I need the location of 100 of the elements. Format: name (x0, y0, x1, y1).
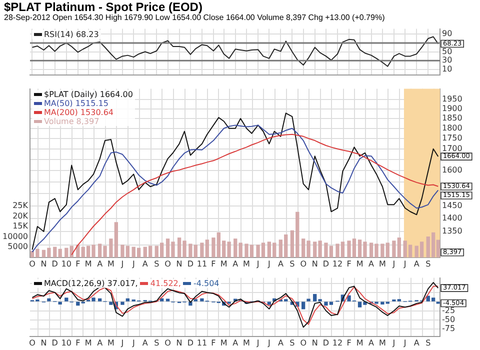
y-tick-label: 1850 (442, 114, 462, 123)
x-tick-label: A (368, 338, 375, 348)
x-tick-label: F (346, 259, 352, 268)
y-tick-label: 1350 (442, 226, 462, 236)
x-tick-label: A (278, 259, 284, 268)
x-tick-label: A (97, 259, 104, 268)
x-tick-label: F (76, 338, 81, 348)
x-tick-label: J (131, 259, 135, 268)
x-tick-label: A (232, 259, 239, 268)
y2-tick-label: 20K (12, 211, 29, 220)
ref-line-label: 30 (442, 56, 452, 65)
y-tick-label: 90 (442, 29, 452, 38)
x-tick-label: F (76, 259, 81, 268)
x-tick-label: D (52, 259, 58, 268)
x-tick-label: J (402, 338, 406, 348)
x-tick-label: 12 (332, 338, 343, 348)
x-tick-label: S (290, 259, 295, 268)
x-tick-label: O (29, 259, 36, 268)
x-tick-label: S (426, 259, 431, 268)
x-tick-label: M (108, 259, 115, 268)
x-tick-label: A (142, 338, 148, 348)
x-tick-label: S (154, 259, 160, 268)
legend-label: $PLAT (Daily) 1664.00 (44, 90, 133, 99)
x-tick-label: J (256, 338, 260, 348)
legend-label: MA(50) 1515.15 (44, 98, 108, 108)
x-tick-label: F (211, 338, 216, 348)
y-tick-label: 1950 (442, 94, 462, 104)
x-tick-label: J (266, 259, 270, 268)
legend-label: MACD(12,26,9) 37.017, (44, 278, 139, 288)
x-tick-label: M (356, 259, 364, 268)
x-tick-label: 11 (196, 338, 208, 348)
x-tick-label: M (356, 338, 364, 348)
x-tick-label: M (220, 338, 228, 348)
legend-label: -4.504 (193, 278, 220, 288)
x-tick-label: S (154, 338, 160, 348)
x-tick-label: J (131, 338, 135, 348)
x-tick-label: M (378, 259, 386, 268)
y-tick-label: 1450 (442, 200, 462, 210)
x-tick-label: S (426, 338, 431, 348)
x-tick-label: S (290, 338, 295, 348)
x-tick-label: A (414, 338, 420, 348)
y-tick-label: 50 (442, 46, 452, 56)
x-tick-label: M (84, 259, 92, 268)
x-tick-label: F (346, 338, 352, 348)
x-tick-label: O (300, 259, 306, 268)
y-tick-label: 1600 (442, 166, 462, 175)
x-tick-label: O (164, 338, 171, 348)
x-tick-label: M (108, 338, 115, 348)
x-tick-label: A (142, 259, 148, 268)
x-tick-label: N (312, 338, 318, 348)
x-tick-label: 10 (61, 338, 72, 348)
x-tick-label: N (176, 338, 182, 348)
y2-tick-label: 10000 (2, 232, 28, 241)
x-tick-label: M (243, 259, 250, 268)
y2-tick-label: 15K (12, 222, 29, 231)
x-tick-label: M (378, 338, 386, 348)
chart-title: $PLAT Platinum - Spot Price (EOD) (4, 0, 202, 14)
y-tick-label: 1750 (442, 134, 462, 143)
y-tick-label: -50 (442, 314, 456, 324)
x-tick-label: J (266, 338, 270, 348)
x-tick-label: F (211, 259, 216, 268)
x-tick-label: N (40, 259, 47, 268)
y-tick-label: 1400 (442, 214, 462, 223)
y-tick-label: -25 (442, 306, 456, 315)
x-tick-label: J (256, 259, 260, 268)
legend-label: RSI(14) 68.23 (44, 30, 99, 39)
y2-tick-label: 25K (12, 201, 29, 210)
y-tick-label: 10 (442, 64, 452, 74)
x-tick-label: M (220, 259, 228, 268)
y2-tick-label: 5000 (8, 242, 28, 252)
x-tick-label: 12 (332, 259, 343, 268)
x-tick-label: D (322, 338, 330, 348)
x-tick-label: M (243, 338, 250, 348)
x-tick-label: J (120, 259, 124, 268)
x-tick-label: J (402, 259, 406, 268)
x-tick-label: A (97, 338, 104, 348)
y-tick-label: 1800 (442, 123, 462, 132)
x-tick-label: N (312, 259, 318, 268)
y-tick-label: -75 (442, 324, 456, 334)
legend-label: MA(200) 1530.64 (44, 108, 114, 117)
x-tick-label: D (187, 338, 194, 348)
x-tick-label: O (164, 259, 171, 268)
x-tick-label: D (322, 259, 330, 268)
x-tick-label: D (52, 338, 58, 348)
x-tick-label: A (232, 338, 239, 348)
legend-label: 41.522, (150, 278, 182, 288)
chart-subtitle: 28-Sep-2012 Open 1654.30 High 1679.90 Low 1654.00 Close 1664.00 Volume 8,397 Chg +13.00 (+0.79%) (4, 13, 385, 22)
x-tick-label: A (414, 259, 420, 268)
x-tick-label: O (300, 338, 306, 348)
x-tick-label: J (120, 338, 124, 348)
y-tick-label: 1900 (442, 104, 462, 114)
x-tick-label: O (29, 338, 36, 348)
x-tick-label: A (278, 338, 284, 348)
x-tick-label: N (176, 259, 182, 268)
x-tick-label: D (187, 259, 194, 268)
y-tick-label: 1700 (442, 144, 462, 153)
x-tick-label: N (40, 338, 47, 348)
x-tick-label: J (392, 338, 396, 348)
x-tick-label: M (84, 338, 92, 348)
x-tick-label: A (368, 259, 375, 268)
